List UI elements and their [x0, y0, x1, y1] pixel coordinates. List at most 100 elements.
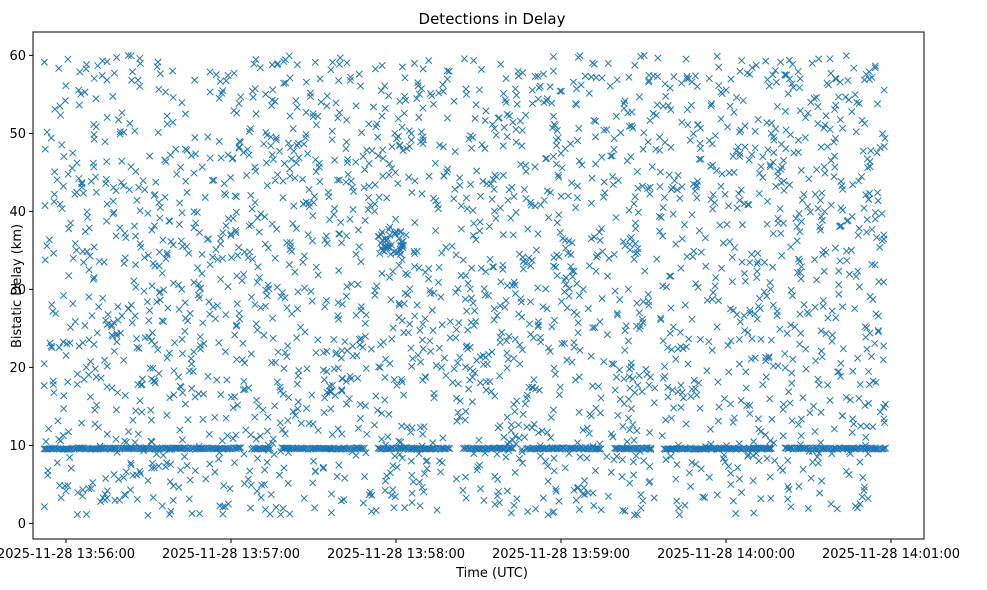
data-point: [738, 258, 746, 266]
data-point: [406, 320, 414, 328]
data-point: [565, 292, 573, 300]
data-point: [703, 367, 711, 375]
data-point: [285, 261, 293, 269]
data-point: [316, 75, 324, 83]
data-point: [873, 233, 881, 242]
data-point: [869, 377, 877, 385]
data-point: [391, 168, 399, 177]
data-point: [666, 84, 674, 92]
data-point: [786, 399, 794, 407]
data-point: [188, 384, 196, 392]
data-point: [709, 289, 717, 297]
data-point: [528, 100, 537, 108]
data-point: [432, 227, 440, 235]
data-point: [452, 325, 461, 334]
data-point: [634, 245, 642, 253]
data-point: [305, 186, 313, 194]
data-point: [239, 339, 247, 347]
data-point: [272, 503, 280, 511]
data-point: [673, 461, 681, 469]
data-point: [356, 82, 365, 90]
data-point: [662, 456, 670, 464]
data-point: [222, 311, 230, 319]
data-point: [538, 427, 546, 435]
data-point: [220, 189, 228, 198]
data-point: [323, 102, 331, 110]
data-point: [248, 205, 256, 213]
data-point: [797, 217, 806, 225]
data-point: [564, 249, 572, 257]
data-point: [140, 253, 149, 262]
data-point: [444, 444, 452, 452]
data-point: [729, 152, 737, 160]
data-point: [302, 130, 310, 139]
data-point: [282, 79, 290, 87]
data-point: [517, 160, 525, 168]
data-point: [379, 146, 387, 154]
data-point: [784, 495, 792, 503]
data-point: [859, 147, 867, 155]
data-point: [598, 153, 606, 161]
data-point: [421, 315, 429, 323]
data-point: [85, 266, 93, 274]
data-point: [114, 316, 122, 324]
data-point: [343, 400, 351, 408]
data-point: [356, 400, 364, 408]
data-point: [737, 186, 745, 194]
data-point: [688, 211, 696, 219]
data-point: [530, 334, 538, 342]
data-point: [155, 248, 164, 256]
data-point: [409, 478, 417, 486]
data-point: [418, 336, 426, 344]
data-point: [420, 469, 429, 478]
data-point: [166, 460, 175, 469]
data-point: [102, 175, 110, 184]
data-point: [384, 433, 392, 441]
data-point: [262, 159, 271, 167]
data-point: [549, 262, 558, 270]
data-point: [555, 173, 563, 181]
data-point: [572, 204, 580, 212]
data-point: [408, 471, 416, 479]
data-point: [84, 213, 92, 221]
data-point: [247, 191, 255, 199]
data-point: [496, 204, 504, 212]
data-point: [764, 146, 772, 154]
data-point: [298, 175, 307, 183]
data-point: [642, 365, 650, 373]
data-point: [575, 408, 583, 416]
data-point: [820, 124, 828, 132]
data-point: [481, 291, 490, 299]
data-point: [876, 144, 884, 152]
data-point: [631, 225, 640, 233]
data-point: [865, 189, 874, 197]
data-point: [389, 486, 397, 494]
data-point: [280, 79, 288, 87]
data-point: [404, 291, 412, 299]
data-point: [78, 180, 86, 188]
data-point: [672, 475, 680, 483]
data-point: [250, 60, 258, 68]
data-point: [689, 180, 698, 188]
data-point: [465, 135, 473, 143]
data-point: [585, 89, 593, 97]
data-point: [718, 264, 726, 272]
data-point: [552, 263, 560, 271]
data-point: [342, 138, 351, 146]
data-point: [271, 254, 279, 262]
data-point: [136, 82, 144, 90]
data-point: [837, 359, 845, 367]
data-point: [701, 234, 709, 242]
data-point: [709, 205, 717, 213]
data-point: [450, 195, 458, 203]
data-point: [393, 463, 401, 471]
data-point: [629, 375, 637, 383]
data-point: [176, 382, 184, 390]
data-point: [376, 363, 384, 371]
data-point: [750, 509, 758, 517]
data-point: [69, 300, 77, 308]
data-point: [428, 306, 436, 314]
data-point: [583, 454, 591, 462]
data-point: [142, 444, 150, 452]
data-point: [603, 126, 611, 134]
